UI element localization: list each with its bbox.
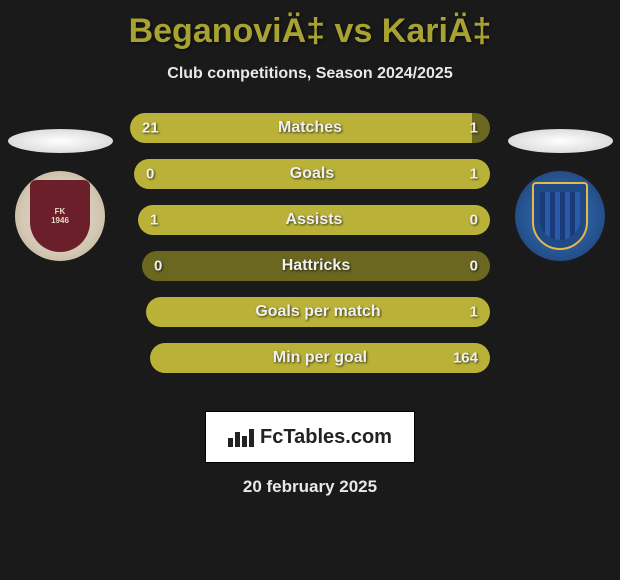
branding-box[interactable]: FcTables.com xyxy=(205,411,415,463)
right-ellipse xyxy=(508,129,613,153)
branding-text: FcTables.com xyxy=(260,426,392,449)
stat-row: 1 Assists 0 xyxy=(138,205,490,235)
stat-row: Min per goal 164 xyxy=(150,343,490,373)
chart-icon xyxy=(228,427,254,447)
stat-row: 0 Hattricks 0 xyxy=(142,251,490,281)
stat-left-value: 21 xyxy=(142,120,159,137)
stats-list: 21 Matches 1 0 Goals 1 1 Assists 0 0 Hattricks 0 Goa… xyxy=(130,113,490,373)
stat-label: Hattricks xyxy=(282,257,350,275)
stat-label: Assists xyxy=(286,211,343,229)
left-club-logo: FK 1946 xyxy=(15,171,105,261)
left-club-shield-icon: FK 1946 xyxy=(30,180,90,252)
stat-right-value: 1 xyxy=(470,304,478,321)
right-club-stripes-icon xyxy=(540,192,580,240)
stat-row: Goals per match 1 xyxy=(146,297,490,327)
stat-label: Matches xyxy=(278,119,342,137)
stat-row: 0 Goals 1 xyxy=(134,159,490,189)
stat-right-value: 0 xyxy=(470,258,478,275)
stat-right-value: 1 xyxy=(470,166,478,183)
right-club-column xyxy=(500,113,620,261)
stat-label: Min per goal xyxy=(273,349,367,367)
date-text: 20 february 2025 xyxy=(0,477,620,497)
right-club-logo xyxy=(515,171,605,261)
stat-label: Goals xyxy=(290,165,334,183)
stat-right-value: 1 xyxy=(470,120,478,137)
left-ellipse xyxy=(8,129,113,153)
stat-left-value: 0 xyxy=(146,166,154,183)
left-club-badge-line1: FK xyxy=(55,207,66,216)
comparison-content: FK 1946 21 Matches 1 0 Goals 1 1 Assists 0 0 Hattr… xyxy=(0,113,620,403)
right-club-shield-icon xyxy=(532,182,588,250)
stat-left-value: 0 xyxy=(154,258,162,275)
left-club-column: FK 1946 xyxy=(0,113,120,261)
stat-row: 21 Matches 1 xyxy=(130,113,490,143)
subtitle: Club competitions, Season 2024/2025 xyxy=(0,65,620,83)
stat-right-value: 0 xyxy=(470,212,478,229)
left-club-badge-line2: 1946 xyxy=(51,216,69,225)
stat-label: Goals per match xyxy=(255,303,380,321)
stat-left-value: 1 xyxy=(150,212,158,229)
stat-right-value: 164 xyxy=(453,350,478,367)
page-title: BeganoviÄ‡ vs KariÄ‡ xyxy=(0,0,620,51)
